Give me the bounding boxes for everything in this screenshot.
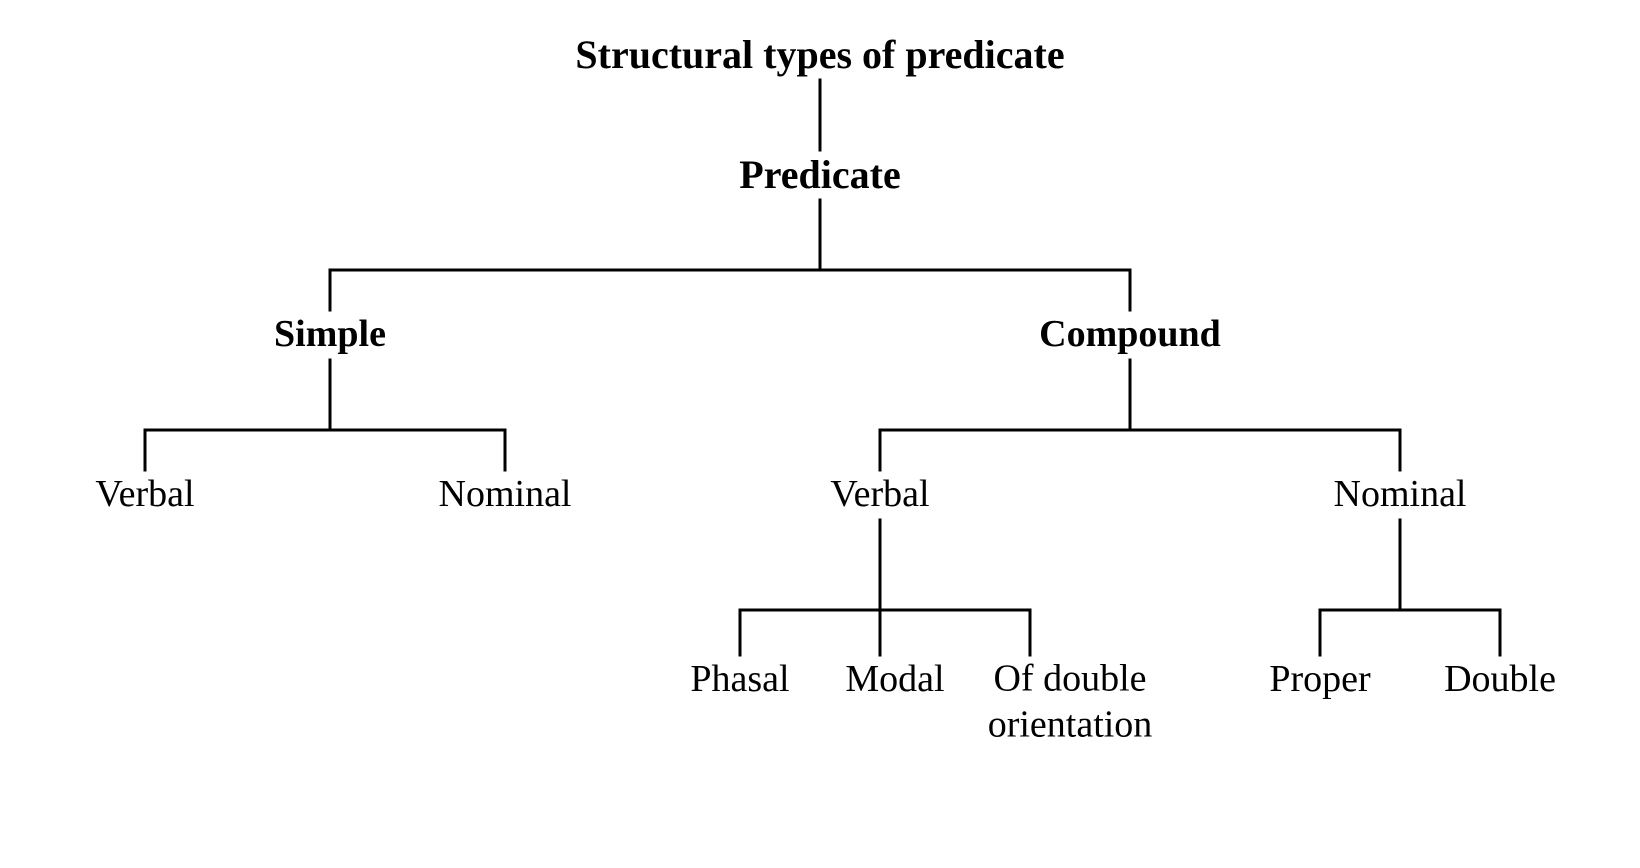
node-modal: Modal bbox=[845, 657, 944, 703]
node-double: Double bbox=[1444, 657, 1556, 703]
node-compound-verbal: Verbal bbox=[830, 472, 929, 518]
node-predicate: Predicate bbox=[739, 151, 900, 199]
tree-edges bbox=[0, 0, 1640, 868]
diagram-container: Structural types of predicate Predicate … bbox=[0, 0, 1640, 868]
node-simple-verbal: Verbal bbox=[95, 472, 194, 518]
node-proper: Proper bbox=[1269, 657, 1370, 703]
node-phasal: Phasal bbox=[690, 657, 789, 703]
node-compound-nominal: Nominal bbox=[1334, 472, 1467, 518]
node-double-orientation: Of double orientation bbox=[960, 656, 1180, 747]
node-title: Structural types of predicate bbox=[575, 31, 1064, 79]
node-simple-nominal: Nominal bbox=[439, 472, 572, 518]
node-compound: Compound bbox=[1039, 312, 1221, 358]
node-simple: Simple bbox=[274, 312, 386, 358]
